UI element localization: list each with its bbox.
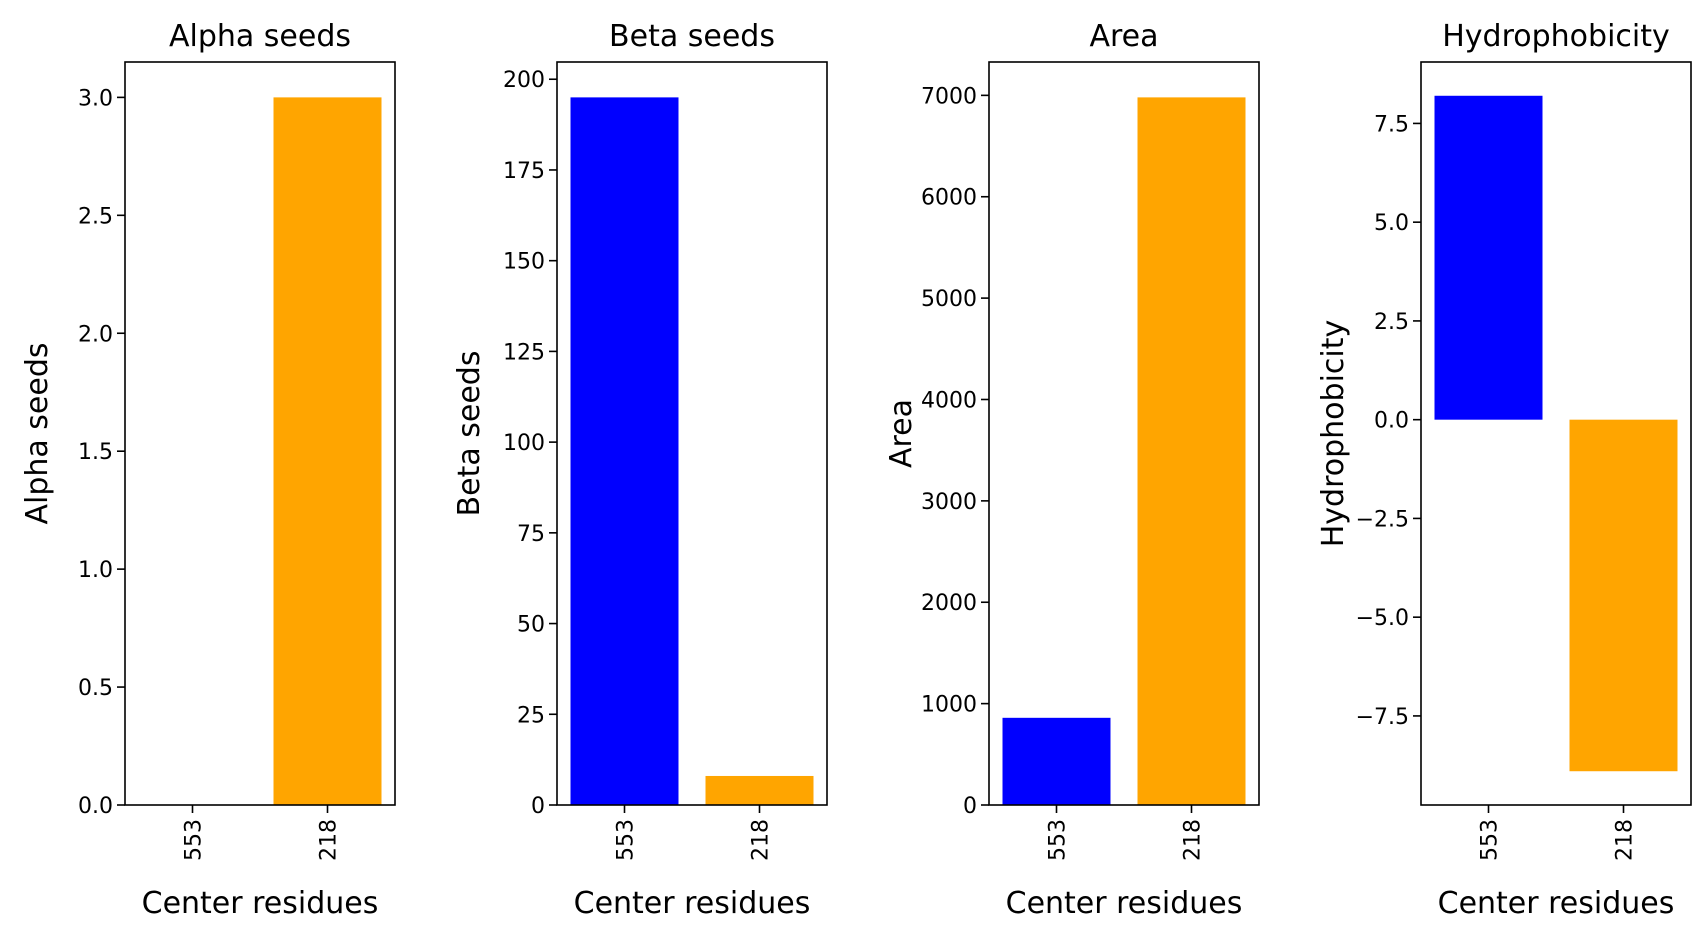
x-tick-label: 553 (614, 819, 639, 861)
x-tick-label: 553 (1046, 819, 1071, 861)
y-tick-label: 150 (503, 250, 545, 275)
axes-frame (556, 61, 828, 806)
y-tick-label: 7000 (921, 84, 977, 109)
bar-218 (1569, 419, 1678, 772)
y-tick-label: 0 (963, 794, 977, 819)
x-tick-label: 553 (1478, 819, 1503, 861)
subplot-3: 0 1000 2000 3000 4000 5000 6000 7000 553 218 Area C… (884, 19, 1260, 921)
y-tick-label: 5000 (921, 287, 977, 312)
y-tick-label: 6000 (921, 186, 977, 211)
y-tick-label: 100 (503, 431, 545, 456)
x-tick-label: 218 (317, 819, 342, 861)
y-tick-label: 4000 (921, 388, 977, 413)
y-tick-label: 25 (517, 703, 545, 728)
x-tick-label: 218 (1181, 819, 1206, 861)
y-tick-label: 2.5 (78, 204, 113, 229)
y-tick-label: 2.5 (1374, 310, 1409, 335)
subplot-1: 0.0 0.5 1.0 1.5 2.0 2.5 3.0 553 218 Alpha seeds Ce… (20, 19, 396, 921)
bar-218 (705, 775, 814, 805)
bar-553 (1434, 95, 1543, 420)
subplot-title: Area (1089, 19, 1158, 54)
bar-553 (570, 97, 679, 805)
y-tick-label: 50 (517, 613, 545, 638)
y-tick-label: 75 (517, 522, 545, 547)
y-tick-label: 175 (503, 159, 545, 184)
y-tick-label: 1.5 (78, 440, 113, 465)
y-axis-label: Alpha seeds (20, 342, 55, 524)
y-tick-label: 7.5 (1374, 112, 1409, 137)
bar-218 (273, 97, 382, 805)
y-tick-label: 0 (531, 794, 545, 819)
bar-218 (1137, 97, 1246, 805)
y-axis-label: Beta seeds (452, 351, 487, 517)
x-axis-label: Center residues (142, 886, 379, 921)
x-axis-label: Center residues (574, 886, 811, 921)
subplot-2: 0 25 50 75 100 125 150 175 200 553 218 Beta seeds Ce… (452, 19, 828, 921)
y-tick-label: 0.0 (78, 794, 113, 819)
y-axis-label: Hydrophobicity (1316, 320, 1351, 548)
x-tick-label: 553 (182, 819, 207, 861)
y-tick-label: 1.0 (78, 558, 113, 583)
x-axis-label: Center residues (1006, 886, 1243, 921)
y-tick-label: 200 (503, 68, 545, 93)
y-tick-label: 1000 (921, 693, 977, 718)
y-tick-label: 2000 (921, 591, 977, 616)
y-tick-label: 2.0 (78, 322, 113, 347)
y-tick-label: 3.0 (78, 86, 113, 111)
x-tick-label: 218 (749, 819, 774, 861)
axes-frame (988, 61, 1260, 806)
y-tick-label: 3000 (921, 490, 977, 515)
y-tick-label: −7.5 (1356, 705, 1409, 730)
y-tick-label: −5.0 (1356, 606, 1409, 631)
subplot-title: Alpha seeds (169, 19, 351, 54)
y-tick-label: −2.5 (1356, 507, 1409, 532)
y-axis-label: Area (884, 399, 919, 468)
y-tick-label: 125 (503, 340, 545, 365)
y-tick-label: 5.0 (1374, 211, 1409, 236)
subplot-title: Hydrophobicity (1442, 19, 1670, 54)
y-tick-label: 0.5 (78, 676, 113, 701)
bar-553 (1002, 717, 1111, 805)
x-axis-label: Center residues (1438, 886, 1675, 921)
y-tick-label: 0.0 (1374, 409, 1409, 434)
subplot-title: Beta seeds (609, 19, 775, 54)
x-tick-label: 218 (1613, 819, 1638, 861)
subplot-4: −7.5 −5.0 −2.5 0.0 2.5 5.0 7.5 553 218 Hydrophobi… (1316, 19, 1692, 921)
axes-frame (1420, 61, 1692, 806)
axes-frame (124, 61, 396, 806)
